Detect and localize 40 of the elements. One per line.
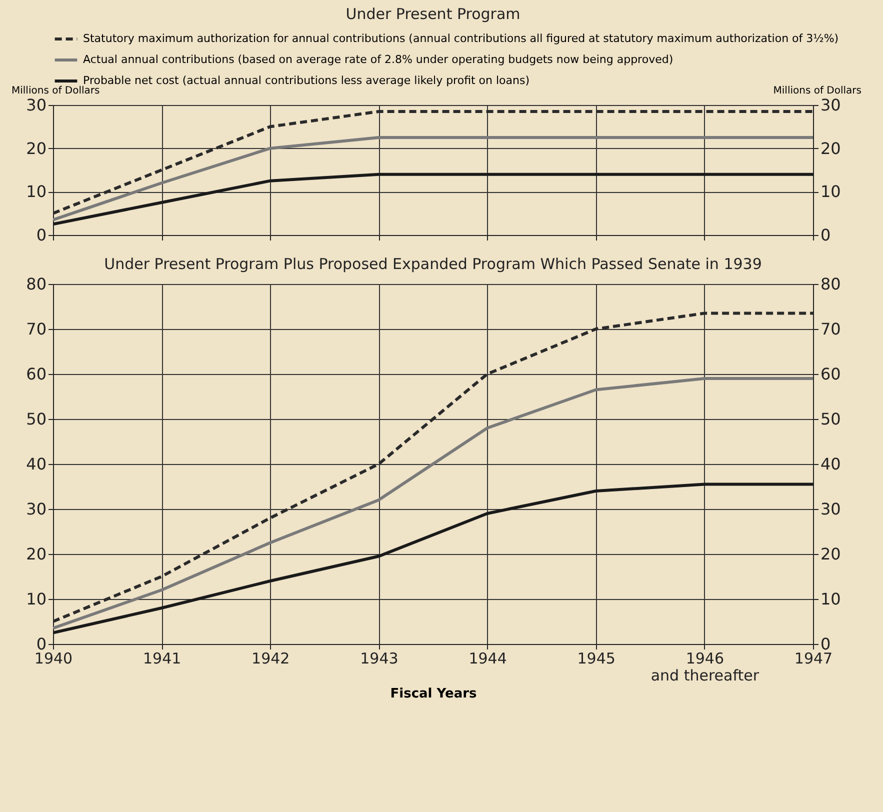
x-tick-label: 1946 and thereafter [650,650,760,684]
y-tick-label: 50 [26,410,46,428]
y-tick-label: 10 [26,590,46,608]
y-tick-label: 20 [26,138,46,158]
y2-tick-label: 30 [820,96,841,114]
chart-title: Under Present Program [346,5,520,23]
y2-tick-label: 60 [820,364,841,384]
y2-tick-label: 40 [820,454,841,474]
y2-tick-label: 20 [820,544,841,564]
legend-label: Actual annual contributions (based on average rate of 2.8% under operating budgets now being approved) [83,53,674,66]
y2-tick-label: 50 [820,410,841,428]
y2-tick-label: 0 [820,226,831,244]
line-series [53,136,813,222]
y-axis-title: Millions of Dollars [12,86,100,96]
x-tick-label: 1944 [468,650,507,668]
y-tick-label: 20 [26,544,46,564]
y2-tick-label: 10 [820,590,841,608]
y-tick-label: 30 [26,96,46,114]
y2-tick-label: 30 [820,500,841,518]
y-tick-label: 70 [26,320,46,338]
x-tick-label: 1942 [252,650,290,668]
y-tick-label: 10 [26,182,46,202]
line-series [53,377,813,630]
y2-axis-title: Millions of Dollars [773,86,862,96]
y2-tick-label: 70 [820,320,841,338]
x-tick-label: 1943 [360,650,398,668]
y2-tick-label: 20 [820,138,841,158]
y-tick-label: 30 [26,500,46,518]
y-tick-label: 40 [26,454,46,474]
x-tick-label: 1941 [142,650,182,668]
y-tick-label: 80 [26,274,46,294]
legend-label: Statutory maximum authorization for annual contributions (annual contributions all figured at statutory maximum authorization of 3½%) [83,32,839,45]
legend-label: Probable net cost (actual annual contributions less average likely profit on loans) [83,74,530,87]
y-tick-label: 0 [36,226,46,244]
y-tick-label: 60 [26,364,46,384]
x-tick-label: 1945 [577,650,616,668]
chart-title: Under Present Program Plus Proposed Expanded Program Which Passed Senate in 1939 [104,255,762,273]
y2-tick-label: 80 [820,274,841,294]
y2-tick-label: 10 [820,182,841,202]
x-axis-title: Fiscal Years [390,686,478,702]
